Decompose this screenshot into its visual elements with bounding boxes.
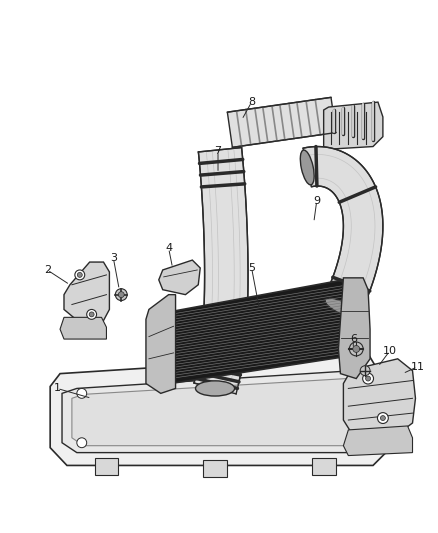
Bar	[203, 459, 227, 477]
Polygon shape	[60, 317, 106, 339]
Bar	[95, 457, 118, 475]
Circle shape	[360, 366, 370, 376]
Circle shape	[381, 416, 385, 421]
Polygon shape	[194, 148, 248, 394]
Circle shape	[78, 272, 82, 277]
Circle shape	[366, 376, 371, 381]
Text: 1: 1	[53, 383, 60, 393]
Polygon shape	[303, 147, 383, 316]
Polygon shape	[343, 426, 413, 456]
Polygon shape	[151, 280, 363, 384]
Circle shape	[351, 378, 361, 389]
Polygon shape	[343, 359, 416, 438]
Circle shape	[353, 345, 360, 352]
Ellipse shape	[325, 298, 358, 317]
Polygon shape	[227, 98, 336, 147]
Ellipse shape	[300, 150, 314, 185]
Polygon shape	[146, 295, 176, 393]
Circle shape	[87, 310, 96, 319]
Text: 10: 10	[383, 346, 397, 356]
Text: 11: 11	[410, 362, 424, 372]
Polygon shape	[50, 354, 386, 465]
Circle shape	[77, 389, 87, 398]
Text: 2: 2	[44, 265, 51, 275]
Text: 9: 9	[313, 196, 320, 206]
Circle shape	[363, 373, 374, 384]
Text: 6: 6	[350, 334, 357, 344]
Text: 4: 4	[165, 243, 172, 253]
Ellipse shape	[195, 381, 235, 396]
Bar	[312, 457, 336, 475]
Polygon shape	[62, 370, 368, 453]
Circle shape	[115, 289, 127, 301]
Circle shape	[350, 342, 363, 356]
Circle shape	[378, 413, 389, 424]
Polygon shape	[324, 102, 383, 149]
Polygon shape	[159, 260, 200, 295]
Circle shape	[89, 312, 94, 317]
Text: 5: 5	[248, 263, 255, 273]
Text: 3: 3	[110, 253, 117, 263]
Polygon shape	[339, 278, 370, 378]
Text: 7: 7	[215, 147, 222, 157]
Circle shape	[351, 436, 361, 446]
Text: 8: 8	[248, 97, 255, 107]
Polygon shape	[64, 262, 110, 324]
Circle shape	[118, 292, 124, 297]
Circle shape	[75, 270, 85, 280]
Circle shape	[77, 438, 87, 448]
Polygon shape	[72, 378, 358, 446]
